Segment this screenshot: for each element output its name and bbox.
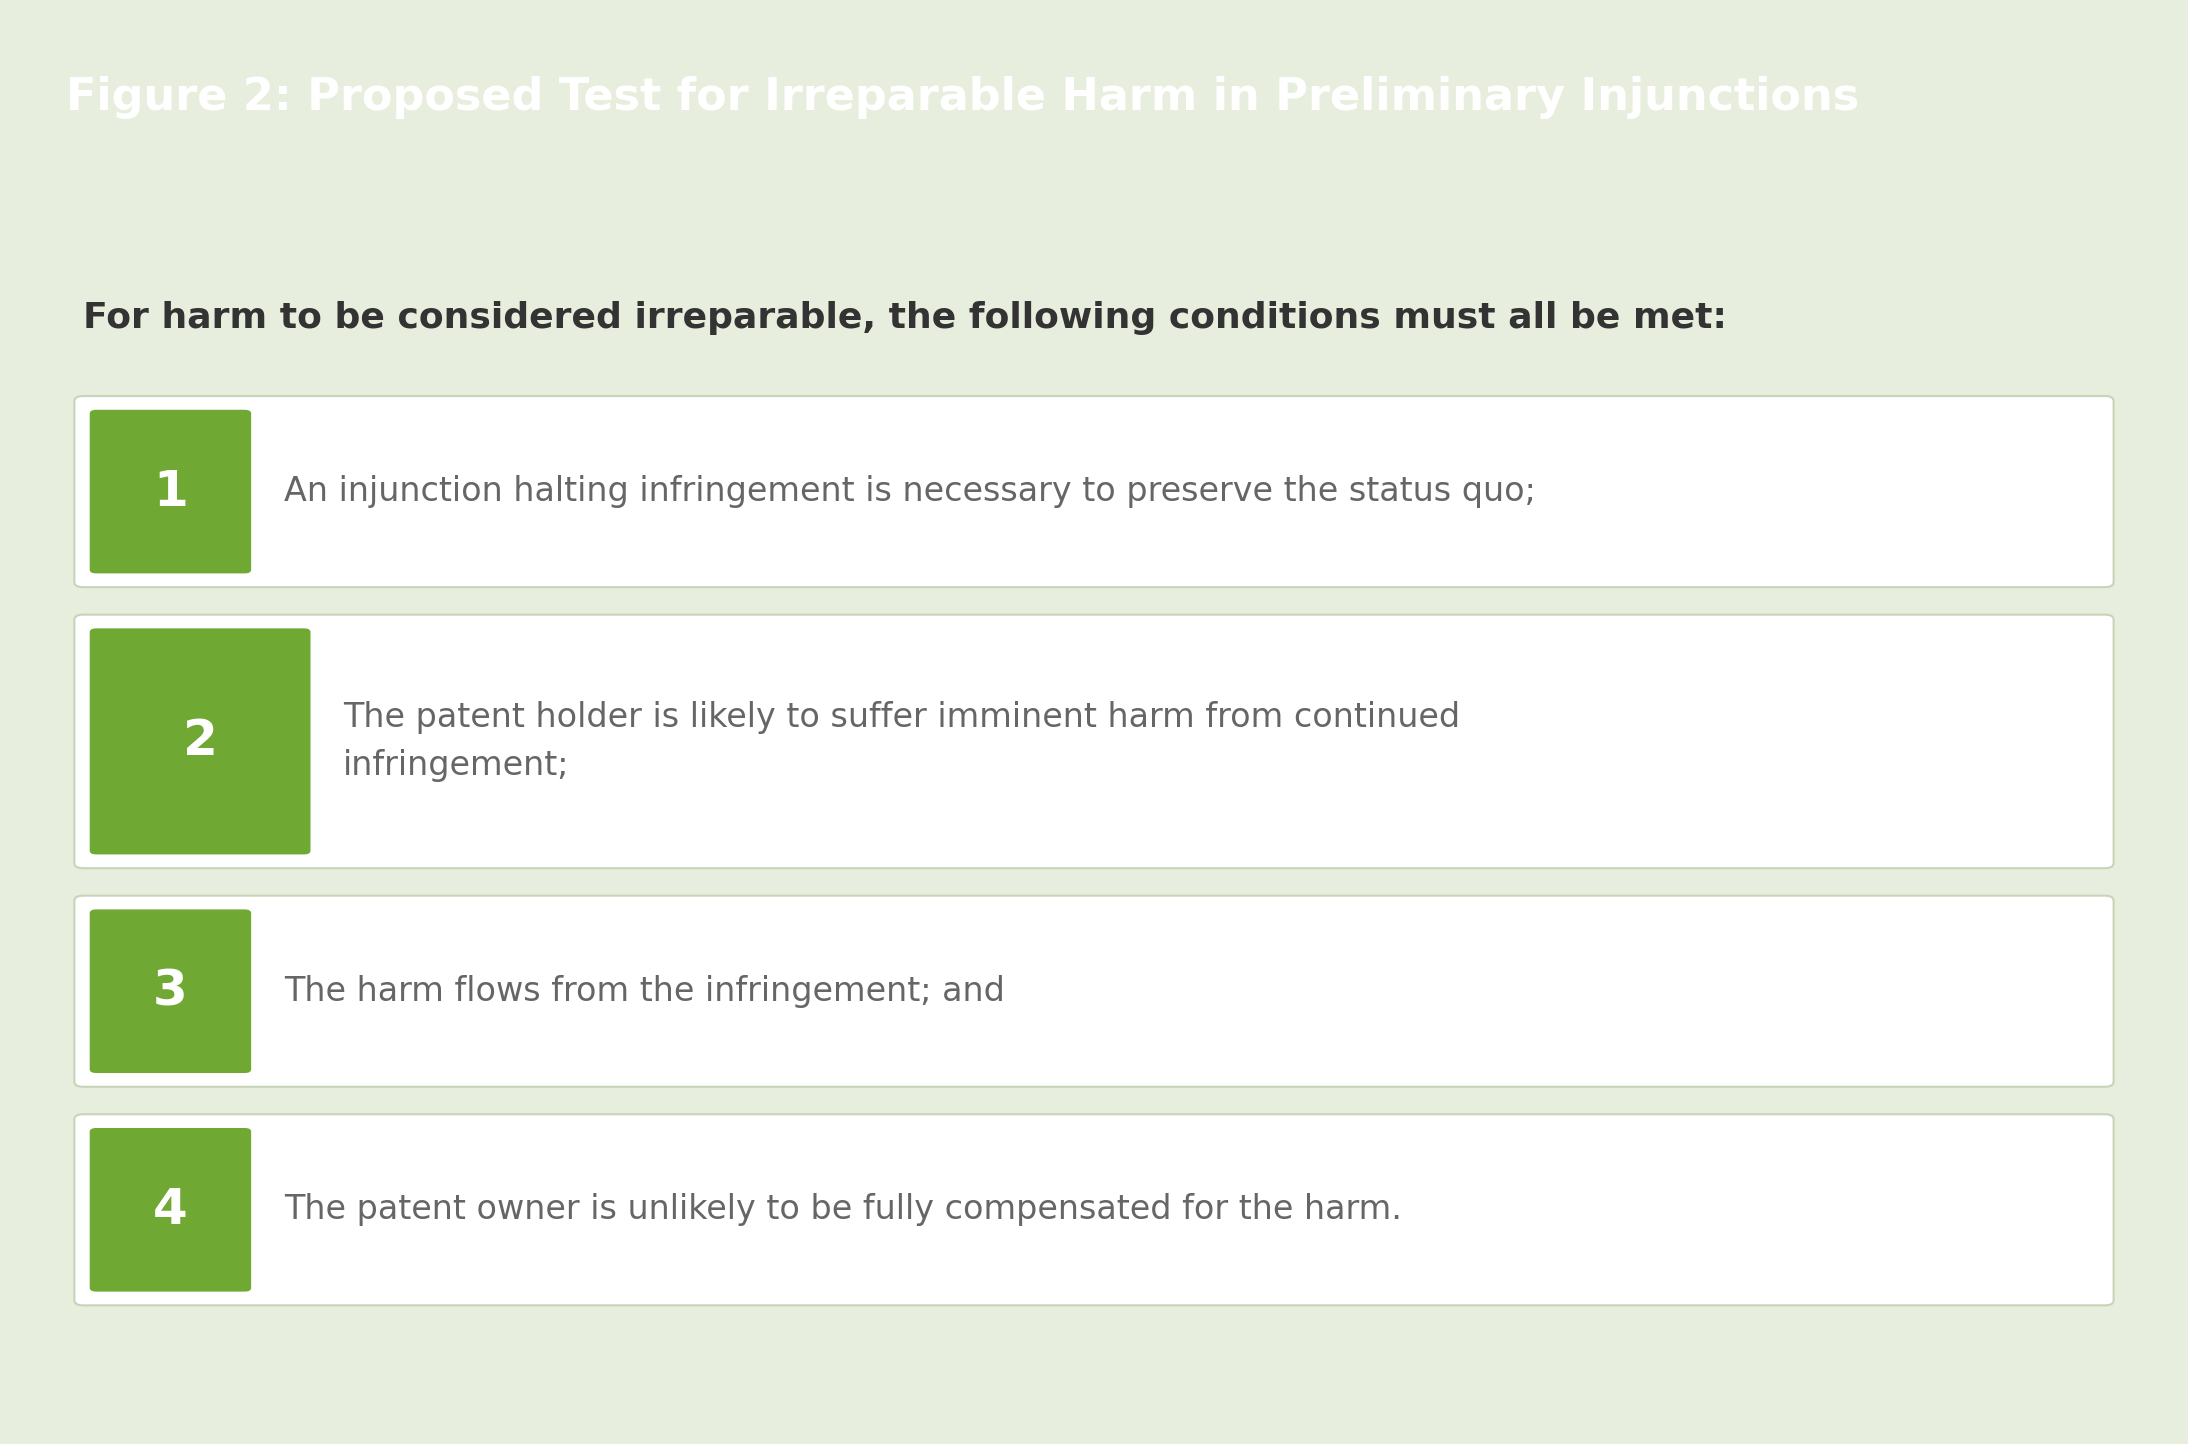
Text: Figure 2: Proposed Test for Irreparable Harm in Preliminary Injunctions: Figure 2: Proposed Test for Irreparable … (66, 77, 1860, 118)
Text: The harm flows from the infringement; and: The harm flows from the infringement; an… (284, 975, 1004, 1008)
FancyBboxPatch shape (74, 1115, 2114, 1305)
FancyBboxPatch shape (90, 628, 311, 855)
FancyBboxPatch shape (90, 410, 252, 573)
Text: The patent holder is likely to suffer imminent harm from continued
infringement;: The patent holder is likely to suffer im… (344, 700, 1459, 783)
Text: 4: 4 (153, 1186, 188, 1233)
FancyBboxPatch shape (90, 910, 252, 1073)
Text: 3: 3 (153, 967, 188, 1015)
FancyBboxPatch shape (74, 895, 2114, 1087)
Text: 2: 2 (182, 718, 217, 765)
Text: 1: 1 (153, 468, 188, 516)
FancyBboxPatch shape (90, 1128, 252, 1291)
FancyBboxPatch shape (74, 396, 2114, 588)
Text: The patent owner is unlikely to be fully compensated for the harm.: The patent owner is unlikely to be fully… (284, 1193, 1403, 1226)
Text: An injunction halting infringement is necessary to preserve the status quo;: An injunction halting infringement is ne… (284, 475, 1536, 508)
FancyBboxPatch shape (74, 615, 2114, 868)
Text: For harm to be considered irreparable, the following conditions must all be met:: For harm to be considered irreparable, t… (83, 302, 1726, 335)
